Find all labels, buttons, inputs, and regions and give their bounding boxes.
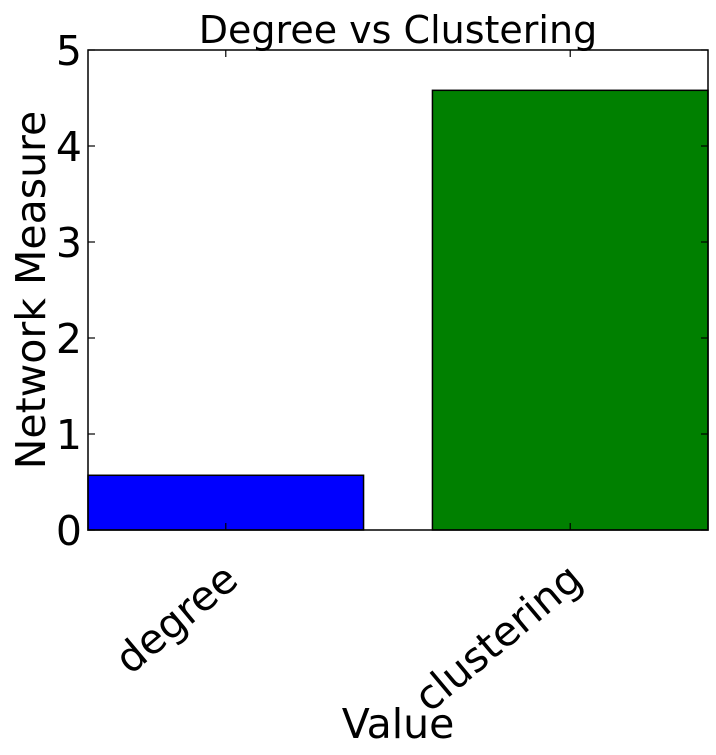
x-tick-label-clustering: clustering bbox=[405, 554, 591, 721]
x-axis-label: Value bbox=[342, 700, 455, 748]
y-tick-label-1: 1 bbox=[56, 411, 82, 459]
y-tick-label-0: 0 bbox=[56, 507, 82, 555]
y-tick-label-2: 2 bbox=[56, 315, 82, 363]
bar-clustering bbox=[431, 89, 709, 531]
y-axis-label: Network Measure bbox=[7, 111, 55, 469]
chart-title: Degree vs Clustering bbox=[199, 8, 597, 52]
bars-group bbox=[87, 89, 709, 531]
y-tick-label-4: 4 bbox=[56, 123, 82, 171]
y-tick-label-3: 3 bbox=[56, 219, 82, 267]
plot-frame bbox=[87, 49, 709, 531]
y-tick-label-5: 5 bbox=[56, 27, 82, 75]
x-tick-label-degree: degree bbox=[106, 554, 247, 683]
bar-degree bbox=[87, 474, 365, 531]
